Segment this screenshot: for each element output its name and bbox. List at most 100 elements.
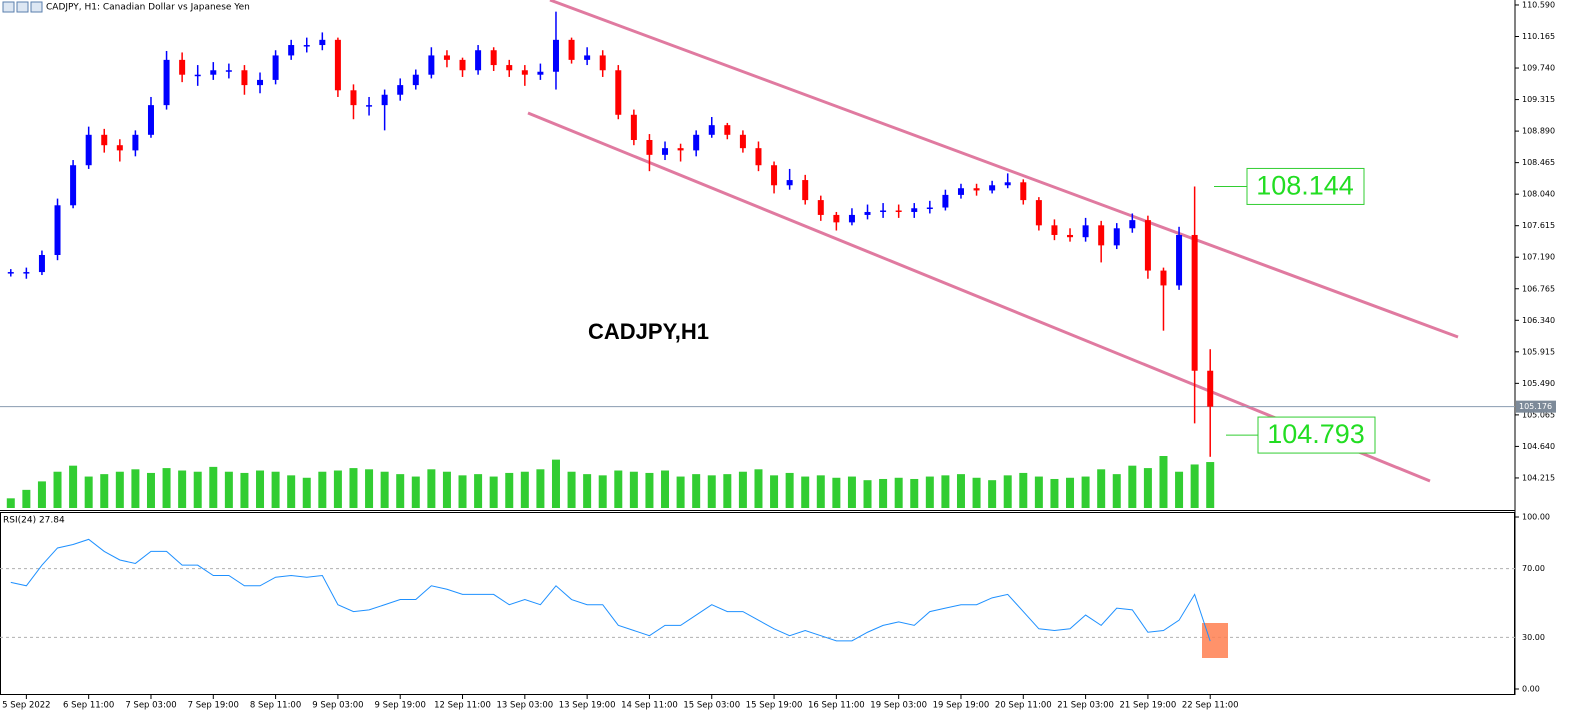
candle-body [880, 210, 887, 212]
volume-bar [333, 470, 342, 508]
x-tick-label: 13 Sep 03:00 [496, 701, 553, 711]
volume-bar [676, 476, 685, 508]
candle-body [848, 214, 855, 223]
volume-bar [396, 474, 405, 508]
candle-body [475, 50, 482, 71]
candle-body [116, 145, 123, 151]
x-tick-label: 7 Sep 19:00 [188, 701, 239, 711]
volume-bar [551, 459, 560, 508]
volume-bar [1050, 478, 1059, 508]
candle-body [739, 134, 746, 149]
volume-bar [224, 471, 233, 508]
x-tick-label: 7 Sep 03:00 [125, 701, 176, 711]
price-label: 104.793 [1267, 419, 1365, 449]
volume-bar [832, 477, 841, 508]
volume-bar [692, 474, 701, 508]
candle-body [23, 272, 30, 274]
candle-body [1098, 225, 1105, 246]
volume-bar [536, 469, 545, 508]
candle-body [942, 194, 949, 208]
volume-bar [1066, 477, 1075, 508]
volume-bar [972, 477, 981, 508]
candle-body [957, 188, 964, 195]
x-tick-label: 9 Sep 19:00 [375, 701, 426, 711]
rsi-tick-label: 0.00 [1522, 685, 1540, 694]
volume-bar [583, 474, 592, 508]
candle-body [1191, 234, 1198, 371]
volume-bar [1019, 472, 1028, 508]
candle-body [1160, 270, 1167, 286]
x-tick-label: 19 Sep 03:00 [870, 701, 927, 711]
volume-bar [146, 472, 155, 508]
volume-bar [505, 472, 514, 508]
x-tick-label: 22 Sep 11:00 [1182, 701, 1239, 711]
volume-bar [442, 471, 451, 508]
volume-bar [1112, 474, 1121, 508]
volume-bar [629, 471, 638, 508]
volume-bar [520, 471, 529, 508]
volume-bar [131, 469, 140, 508]
x-tick-label: 5 Sep 2022 [2, 701, 50, 711]
candle-body [1020, 182, 1027, 201]
volume-bar [847, 476, 856, 508]
candle-body [7, 272, 14, 274]
volume-bar [427, 469, 436, 508]
candle-body [70, 165, 77, 206]
volume-bar [956, 474, 965, 508]
candle-body [1035, 200, 1042, 226]
volume-bar [1034, 476, 1043, 508]
y-tick-label: 108.040 [1522, 190, 1555, 199]
candle-body [288, 45, 295, 56]
candle-body [1207, 370, 1214, 407]
candle-body [428, 55, 435, 75]
y-tick-label: 106.340 [1522, 316, 1555, 325]
candle-body [241, 70, 248, 86]
volume-bar [910, 478, 919, 508]
candle-body [895, 210, 902, 212]
volume-bar [925, 476, 934, 508]
price-label-box [1246, 167, 1365, 205]
candle-body [225, 70, 232, 72]
candle-body [319, 39, 326, 46]
candle-body [537, 71, 544, 75]
volume-bar [489, 476, 498, 508]
volume-bar [458, 475, 467, 508]
candle-body [490, 50, 497, 66]
candle-body [771, 165, 778, 186]
candle-body [412, 74, 419, 86]
volume-bar [988, 480, 997, 508]
candle-body [272, 55, 279, 80]
candle-body [802, 180, 809, 201]
volume-bar [1190, 464, 1199, 508]
candle-body [552, 39, 559, 72]
volume-bar [1206, 462, 1215, 508]
candle-body [926, 207, 933, 210]
volume-bar [256, 470, 265, 508]
candle-body [210, 70, 217, 75]
y-tick-label: 109.740 [1522, 64, 1555, 73]
volume-bar [271, 471, 280, 508]
candle-body [1051, 225, 1058, 235]
volume-bar [879, 478, 888, 508]
x-tick-label: 20 Sep 11:00 [995, 701, 1052, 711]
current-price-label: 105.176 [1519, 402, 1552, 411]
candle-body [1067, 234, 1074, 238]
menu-icon [30, 1, 43, 13]
volume-bar [1128, 465, 1137, 508]
volume-bar [162, 468, 171, 508]
candle-body [1004, 182, 1011, 186]
volume-bar [22, 489, 31, 508]
volume-bar [193, 471, 202, 508]
volume-bar [770, 475, 779, 508]
volume-bar [178, 470, 187, 508]
candle-body [381, 94, 388, 106]
volume-bar [614, 470, 623, 508]
rsi-label: RSI(24) 27.84 [3, 516, 65, 526]
candle-body [724, 125, 731, 135]
volume-bar [115, 471, 124, 508]
rsi-pane [0, 512, 1515, 695]
channel-line [549, 0, 1459, 339]
chart-annotation: CADJPY,H1 [588, 319, 709, 344]
